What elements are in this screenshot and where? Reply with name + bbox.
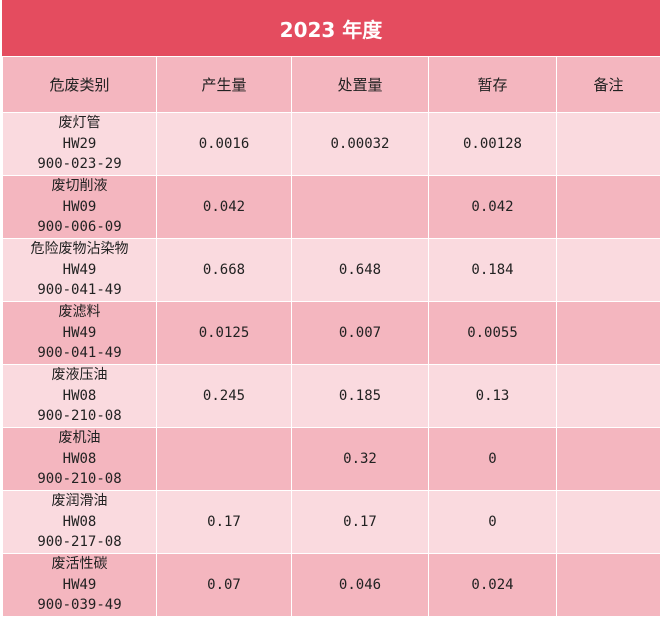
waste-code: 900-023-29	[37, 156, 122, 173]
cell-note	[556, 175, 661, 239]
waste-name: 废机油	[58, 430, 101, 447]
cell-disposed	[291, 175, 429, 239]
waste-hw-class: HW29	[62, 135, 97, 152]
waste-code: 900-039-49	[37, 597, 122, 614]
header-produced: 产生量	[156, 56, 292, 113]
cell-stored: 0	[428, 490, 557, 554]
cell-stored: 0.00128	[428, 112, 557, 176]
cell-produced: 0.042	[156, 175, 292, 239]
cell-note	[556, 238, 661, 302]
header-category: 危废类别	[2, 56, 157, 113]
waste-hw-class: HW49	[62, 324, 97, 341]
cell-disposed: 0.007	[291, 301, 429, 365]
cell-category: 废润滑油 HW08 900-217-08	[2, 490, 157, 554]
table-row: 废液压油 HW08 900-210-08 0.245 0.185 0.13	[2, 364, 661, 428]
waste-name: 废滤料	[58, 304, 101, 321]
table-row: 废活性碳 HW49 900-039-49 0.07 0.046 0.024	[2, 553, 661, 617]
waste-hw-class: HW08	[62, 513, 97, 530]
cell-stored: 0.184	[428, 238, 557, 302]
table-row: 废切削液 HW09 900-006-09 0.042 0.042	[2, 175, 661, 239]
cell-stored: 0.13	[428, 364, 557, 428]
waste-hw-class: HW08	[62, 450, 97, 467]
cell-stored: 0.042	[428, 175, 557, 239]
table-row: 废润滑油 HW08 900-217-08 0.17 0.17 0	[2, 490, 661, 554]
header-disposed: 处置量	[291, 56, 429, 113]
hazardous-waste-table: 危废类别 产生量 处置量 暂存 备注 废灯管 HW29 900-023-29 0.00…	[2, 56, 661, 617]
cell-category: 废液压油 HW08 900-210-08	[2, 364, 157, 428]
cell-stored: 0	[428, 427, 557, 491]
cell-disposed: 0.648	[291, 238, 429, 302]
cell-produced: 0.17	[156, 490, 292, 554]
cell-category: 废机油 HW08 900-210-08	[2, 427, 157, 491]
cell-produced: 0.0125	[156, 301, 292, 365]
waste-hw-class: HW09	[62, 198, 97, 215]
waste-name: 废灯管	[58, 115, 101, 132]
cell-note	[556, 490, 661, 554]
table-title: 2023 年度	[2, 0, 660, 56]
cell-note	[556, 301, 661, 365]
header-row: 危废类别 产生量 处置量 暂存 备注	[2, 56, 661, 113]
waste-hw-class: HW49	[62, 576, 97, 593]
cell-note	[556, 427, 661, 491]
cell-produced: 0.07	[156, 553, 292, 617]
waste-code: 900-210-08	[37, 471, 122, 488]
waste-name: 危险废物沾染物	[30, 241, 129, 258]
cell-produced: 0.245	[156, 364, 292, 428]
waste-code: 900-006-09	[37, 219, 122, 236]
cell-category: 废切削液 HW09 900-006-09	[2, 175, 157, 239]
cell-produced	[156, 427, 292, 491]
cell-category: 废活性碳 HW49 900-039-49	[2, 553, 157, 617]
table-row: 危险废物沾染物 HW49 900-041-49 0.668 0.648 0.184	[2, 238, 661, 302]
waste-name: 废切削液	[51, 178, 108, 195]
waste-name: 废液压油	[51, 367, 108, 384]
header-stored: 暂存	[428, 56, 557, 113]
table-row: 废灯管 HW29 900-023-29 0.0016 0.00032 0.00128	[2, 112, 661, 176]
waste-hw-class: HW49	[62, 261, 97, 278]
cell-stored: 0.0055	[428, 301, 557, 365]
table-row: 废滤料 HW49 900-041-49 0.0125 0.007 0.0055	[2, 301, 661, 365]
waste-name: 废活性碳	[51, 556, 108, 573]
table-row: 废机油 HW08 900-210-08 0.32 0	[2, 427, 661, 491]
cell-produced: 0.668	[156, 238, 292, 302]
cell-disposed: 0.185	[291, 364, 429, 428]
cell-category: 废灯管 HW29 900-023-29	[2, 112, 157, 176]
cell-note	[556, 553, 661, 617]
waste-code: 900-041-49	[37, 345, 122, 362]
waste-name: 废润滑油	[51, 493, 108, 510]
cell-disposed: 0.32	[291, 427, 429, 491]
cell-stored: 0.024	[428, 553, 557, 617]
header-note: 备注	[556, 56, 661, 113]
cell-note	[556, 364, 661, 428]
cell-disposed: 0.17	[291, 490, 429, 554]
cell-category: 废滤料 HW49 900-041-49	[2, 301, 157, 365]
cell-disposed: 0.00032	[291, 112, 429, 176]
waste-code: 900-041-49	[37, 282, 122, 299]
cell-produced: 0.0016	[156, 112, 292, 176]
waste-code: 900-210-08	[37, 408, 122, 425]
cell-category: 危险废物沾染物 HW49 900-041-49	[2, 238, 157, 302]
cell-note	[556, 112, 661, 176]
waste-code: 900-217-08	[37, 534, 122, 551]
cell-disposed: 0.046	[291, 553, 429, 617]
waste-hw-class: HW08	[62, 387, 97, 404]
